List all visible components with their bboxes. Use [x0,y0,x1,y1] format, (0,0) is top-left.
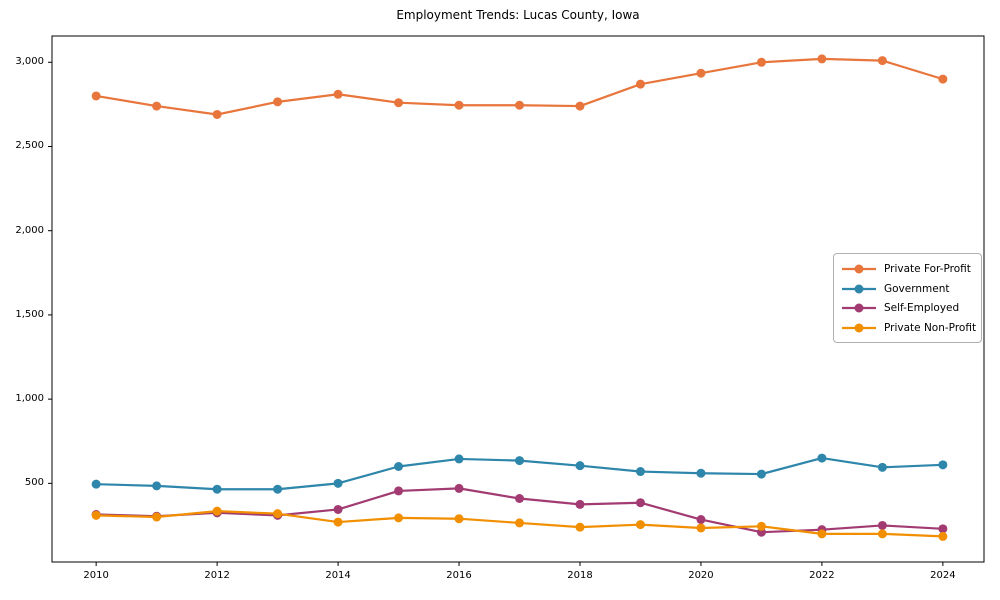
data-point-marker [938,524,948,534]
y-tick-label: 500 [24,477,44,489]
data-point-marker [877,520,887,530]
data-point-marker [635,467,645,477]
data-point-marker [515,518,525,528]
data-point-marker [575,101,585,111]
y-tick-label: 2,500 [15,140,44,152]
data-point-marker [212,109,222,119]
data-point-marker [877,462,887,472]
x-tick-label: 2018 [567,570,593,581]
y-tick-label: 2,000 [15,224,44,236]
legend-item: Self-Employed [842,299,975,319]
data-point-marker [394,98,404,108]
x-tick-label: 2024 [930,570,956,581]
data-point-marker [575,499,585,509]
chart-title: Employment Trends: Lucas County, Iowa [396,8,640,22]
data-point-marker [817,529,827,539]
x-tick-label: 2020 [688,570,714,581]
data-point-marker [635,79,645,89]
data-point-marker [696,68,706,78]
data-point-marker [635,498,645,508]
data-point-marker [394,486,404,496]
data-point-marker [333,517,343,527]
data-point-marker [575,522,585,532]
data-point-marker [515,100,525,110]
data-point-marker [515,494,525,504]
x-tick-label: 2022 [809,570,835,581]
data-point-marker [756,57,766,67]
legend-line-marker-icon [842,264,876,274]
y-tick-label: 3,000 [15,56,44,68]
x-tick-label: 2010 [83,570,109,581]
data-point-marker [817,54,827,64]
data-point-marker [333,89,343,99]
data-point-marker [91,479,101,489]
x-tick-label: 2016 [446,570,472,581]
data-point-marker [273,509,283,519]
data-point-marker [273,484,283,494]
legend-label: Government [884,282,950,295]
data-point-marker [394,513,404,523]
legend-line-marker-icon [842,303,876,313]
data-point-marker [635,520,645,530]
legend-item: Private For-Profit [842,259,975,279]
data-point-marker [212,506,222,516]
data-point-marker [756,521,766,531]
data-point-marker [938,531,948,541]
data-point-marker [273,97,283,107]
legend-item: Government [842,279,975,299]
data-point-marker [938,460,948,470]
legend-item: Private Non-Profit [842,318,977,338]
data-point-marker [515,456,525,466]
data-point-marker [938,74,948,84]
data-point-marker [454,454,464,464]
legend-line-marker-icon [842,323,876,333]
data-point-marker [756,469,766,479]
legend-label: Self-Employed [884,302,960,315]
plot-border [51,35,985,563]
y-tick-label: 1,000 [15,393,44,405]
data-point-marker [152,512,162,522]
data-point-marker [212,484,222,494]
data-point-marker [394,462,404,472]
data-point-marker [152,481,162,491]
legend-label: Private For-Profit [884,262,971,275]
data-point-marker [696,468,706,478]
data-point-marker [696,515,706,525]
data-point-marker [454,514,464,524]
data-point-marker [877,56,887,66]
data-point-marker [696,523,706,533]
data-point-marker [91,91,101,101]
y-tick-label: 1,500 [15,308,44,320]
data-point-marker [333,504,343,514]
data-point-marker [817,453,827,463]
data-point-marker [91,510,101,520]
legend: Private For-Profit Government Self-Employe… [833,253,982,343]
data-point-marker [877,529,887,539]
data-point-marker [152,101,162,111]
data-point-marker [454,100,464,110]
data-point-marker [333,478,343,488]
x-tick-label: 2012 [204,570,230,581]
data-point-marker [454,483,464,493]
legend-line-marker-icon [842,284,876,294]
data-point-marker [575,461,585,471]
legend-label: Private Non-Profit [884,322,977,335]
x-tick-label: 2014 [325,570,351,581]
